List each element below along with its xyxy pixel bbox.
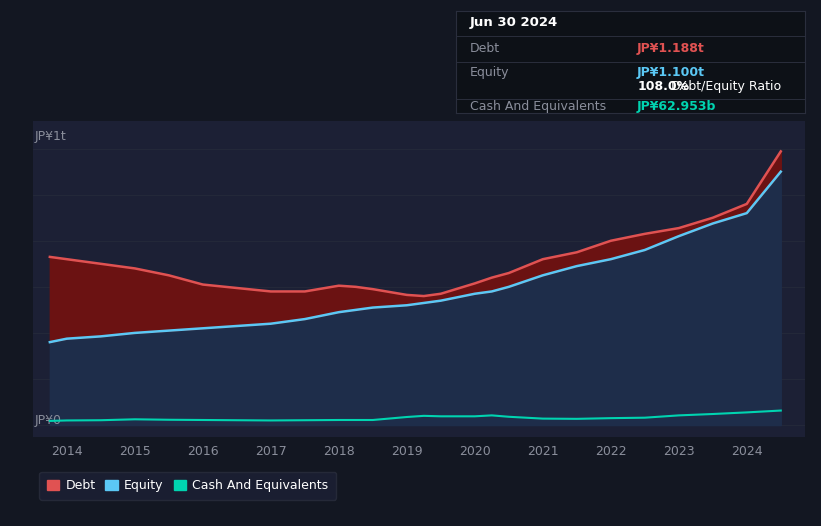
Text: JP¥62.953b: JP¥62.953b bbox=[637, 100, 717, 114]
Text: Debt/Equity Ratio: Debt/Equity Ratio bbox=[667, 80, 781, 93]
Text: JP¥1.100t: JP¥1.100t bbox=[637, 66, 705, 78]
Text: Equity: Equity bbox=[470, 66, 509, 78]
Text: JP¥1.188t: JP¥1.188t bbox=[637, 42, 705, 55]
Text: Debt: Debt bbox=[470, 42, 500, 55]
Text: Cash And Equivalents: Cash And Equivalents bbox=[470, 100, 606, 114]
Text: 108.0%: 108.0% bbox=[637, 80, 689, 93]
Text: JP¥1t: JP¥1t bbox=[34, 130, 67, 144]
Text: Jun 30 2024: Jun 30 2024 bbox=[470, 16, 557, 29]
Legend: Debt, Equity, Cash And Equivalents: Debt, Equity, Cash And Equivalents bbox=[39, 472, 336, 500]
Text: JP¥0: JP¥0 bbox=[34, 414, 62, 427]
